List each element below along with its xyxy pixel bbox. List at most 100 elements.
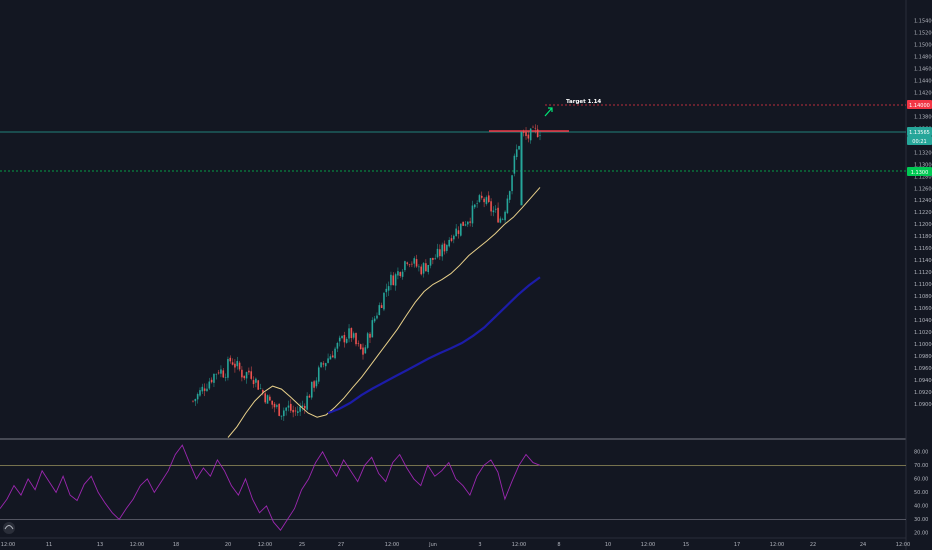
candle-body (443, 243, 446, 252)
price-tick-label: 1.09800 (914, 354, 932, 360)
price-tick-label: 1.14200 (914, 90, 932, 96)
candle-body (539, 135, 541, 136)
candle-body (478, 195, 481, 202)
candle-body (285, 407, 287, 411)
candle-body (476, 203, 478, 204)
candle-body (215, 373, 218, 375)
candle-body (457, 230, 460, 234)
candle-body (534, 127, 537, 129)
candle-body (455, 228, 457, 237)
candle-body (210, 379, 213, 383)
price-tick-label: 1.14800 (914, 55, 932, 61)
current-price-tag (907, 127, 932, 136)
breakout-candle (520, 131, 523, 206)
candle-body (234, 363, 236, 368)
candle-body (364, 347, 367, 354)
candle-body (390, 274, 392, 286)
candle-body (441, 244, 443, 257)
time-tick-label: 25 (299, 542, 305, 548)
candle-body (487, 195, 490, 202)
candle-body (513, 155, 516, 174)
price-tags: 1.14000 1.13565 00:21 1.1300 (907, 100, 932, 176)
price-tick-label: 1.11000 (914, 282, 932, 288)
time-tick-label: 10 (605, 542, 611, 548)
candle-body (527, 134, 530, 139)
candle-body (536, 129, 539, 138)
candle-body (397, 271, 399, 276)
candle-body (227, 359, 229, 378)
price-pane[interactable] (0, 0, 906, 438)
candle-body (331, 355, 334, 358)
candle-body (269, 396, 271, 401)
candle-body (446, 244, 448, 251)
target-price-tag-text: 1.14000 (909, 103, 930, 109)
candle-body (511, 175, 513, 192)
countdown-tag-text: 00:21 (912, 139, 926, 145)
candle-body (462, 221, 464, 226)
candle-body (320, 362, 322, 368)
slow-moving-average-line (327, 276, 541, 415)
time-tick-label: 12:00 (1, 542, 15, 548)
candle-body (376, 315, 378, 319)
candle-body (292, 409, 294, 413)
price-tick-label: 1.11400 (914, 258, 932, 264)
rsi-tick-label: 70.00 (914, 463, 928, 469)
candle-body (436, 248, 439, 258)
candle-body (404, 261, 406, 271)
candle-body (308, 395, 311, 398)
candle-body (241, 369, 243, 378)
candle-body (499, 218, 502, 223)
rsi-tick-label: 50.00 (914, 490, 928, 496)
candle-body (453, 235, 455, 240)
target-label: Target 1.14 (566, 99, 601, 105)
target-arrow-icon (544, 107, 553, 117)
price-tick-label: 1.12600 (914, 186, 932, 192)
price-tick-label: 1.15000 (914, 43, 932, 49)
rsi-pane[interactable] (0, 440, 906, 538)
rsi-tick-label: 20.00 (914, 531, 928, 537)
target-annotation[interactable]: Target 1.14 (544, 99, 601, 117)
time-tick-label: 12:00 (641, 542, 655, 548)
time-tick-label: 13 (97, 542, 103, 548)
candle-body (203, 388, 206, 391)
candle-body (273, 403, 276, 408)
time-tick-label: 12:00 (512, 542, 526, 548)
watermark-logo[interactable] (3, 522, 15, 534)
price-tick-label: 1.09000 (914, 402, 932, 408)
rsi-tick-label: 80.00 (914, 450, 928, 456)
rsi-axis[interactable]: 80.00 70.00 60.00 50.00 40.00 30.00 20.00 (914, 450, 928, 537)
candle-body (497, 207, 499, 223)
time-axis[interactable]: 12:00 11 13 12:00 18 20 12:00 25 27 12:00 Jun 3 12:0… (1, 542, 910, 548)
time-tick-label: 12:00 (258, 542, 272, 548)
time-tick-label: 17 (734, 542, 740, 548)
rsi-tick-label: 40.00 (914, 504, 928, 510)
candle-body (473, 204, 476, 208)
horizontal-levels (0, 104, 906, 520)
candle-body (259, 388, 262, 389)
candle-body (355, 333, 357, 345)
candle-body (343, 335, 346, 343)
candle-body (387, 286, 390, 291)
candle-body (490, 201, 492, 212)
candle-body (415, 259, 418, 267)
time-tick-label: 15 (683, 542, 689, 548)
candle-body (494, 208, 497, 210)
candle-body (238, 362, 241, 370)
candle-body (380, 305, 383, 309)
candle-body (460, 223, 462, 236)
candle-body (257, 380, 260, 390)
candle-body (406, 262, 409, 264)
candle-body (301, 405, 304, 407)
candle-body (392, 275, 395, 286)
candle-body (501, 219, 504, 220)
candle-body (420, 266, 423, 275)
candle-body (271, 400, 273, 405)
price-tick-label: 1.10000 (914, 342, 932, 348)
price-axis[interactable]: 1.15400 1.15200 1.15000 1.14800 1.14600 1.144… (914, 19, 932, 408)
candle-body (208, 381, 211, 389)
price-tick-label: 1.15200 (914, 31, 932, 37)
candle-body (262, 389, 264, 393)
candle-body (248, 370, 250, 373)
candle-body (522, 131, 525, 133)
